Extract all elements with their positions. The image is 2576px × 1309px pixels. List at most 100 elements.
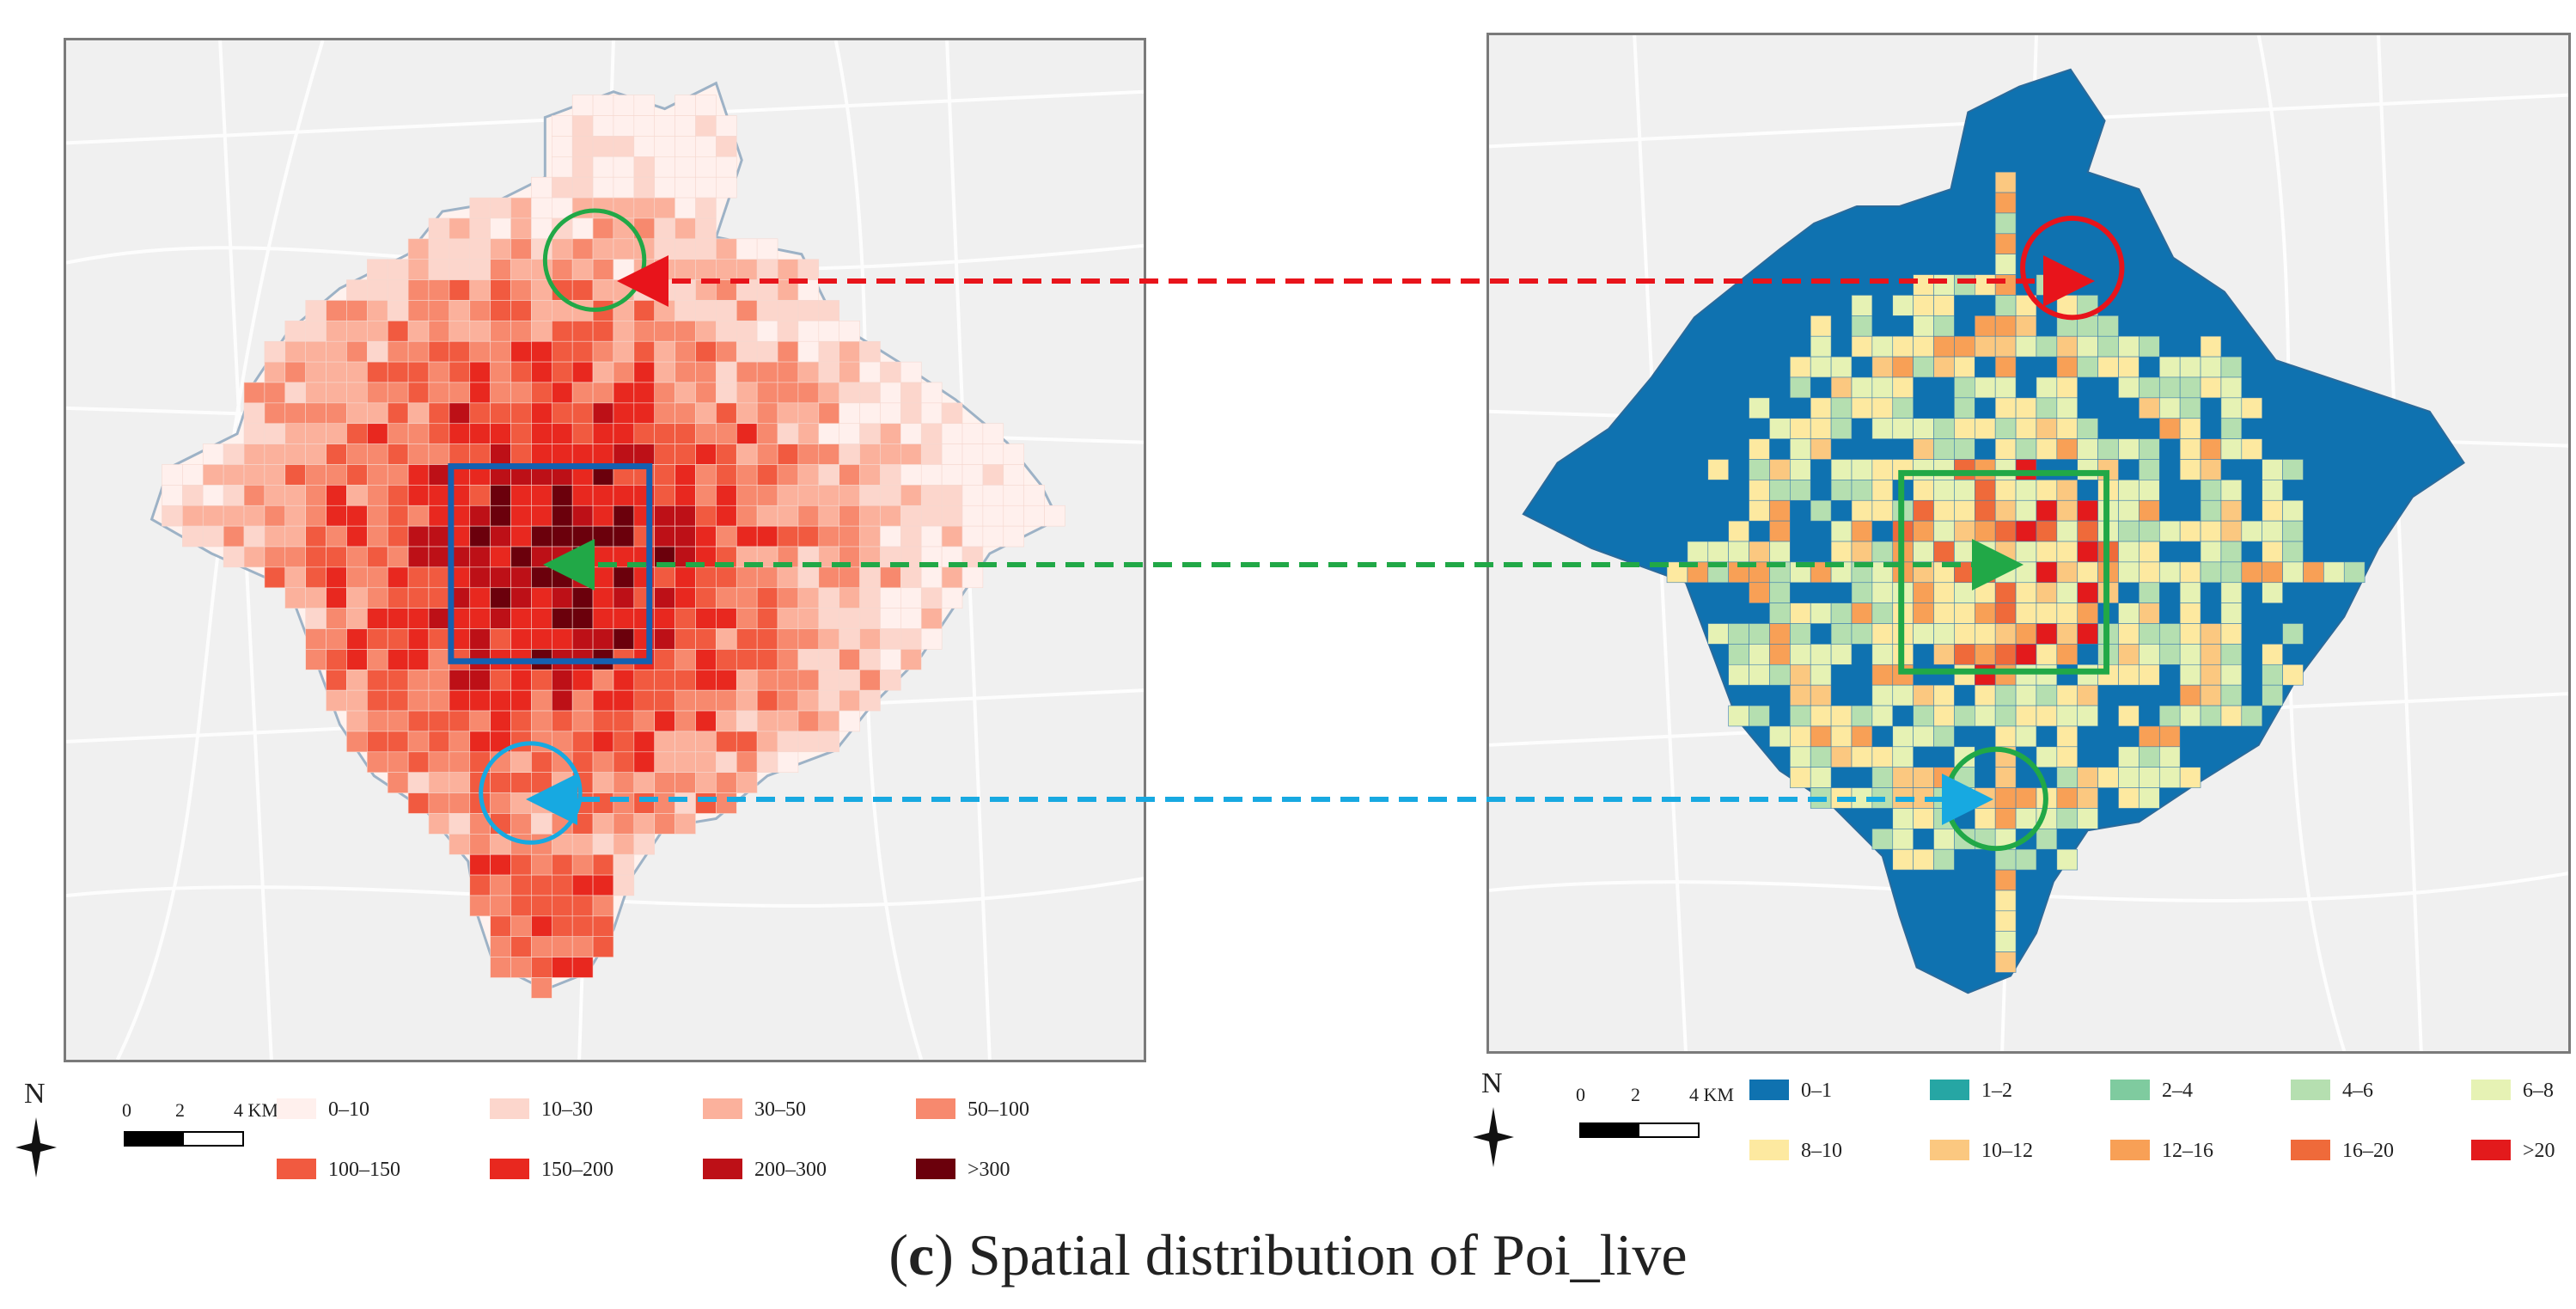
grid-cell [920,505,943,527]
grid-cell [531,176,552,199]
grid-cell [2077,459,2098,480]
grid-cell [2077,603,2098,624]
grid-cell [2179,623,2201,645]
grid-cell [510,505,532,527]
grid-cell [633,669,656,691]
grid-cell [2056,623,2079,645]
grid-cell [305,402,327,425]
grid-cell [920,628,943,650]
grid-cell [2139,480,2160,501]
grid-cell [1851,603,1873,624]
grid-cell [818,423,839,444]
grid-cell [326,382,347,404]
grid-cell [777,689,799,712]
caption-text: Spatial distribution of Poi_live [953,1222,1688,1288]
grid-cell [2200,356,2222,378]
grid-cell [531,628,552,650]
grid-cell [900,485,922,506]
grid-cell [592,176,614,199]
grid-cell [305,485,327,506]
grid-cell [531,669,552,691]
grid-cell [613,689,635,712]
grid-cell [1810,397,1832,419]
grid-cell [1994,499,2017,522]
grid-cell [531,525,552,547]
grid-cell [367,710,388,732]
grid-cell [1913,418,1934,439]
grid-cell [818,382,839,404]
grid-cell [1994,274,2017,296]
grid-cell [675,156,696,178]
grid-cell [1913,520,1934,542]
grid-cell [695,115,717,137]
right-legend-item-swatch [2110,1080,2150,1100]
grid-cell [613,853,635,876]
grid-cell [654,772,675,793]
grid-cell [900,443,922,465]
right-legend-item-label: 16–20 [2342,1140,2394,1162]
grid-cell [326,669,347,691]
grid-cell [367,608,388,629]
grid-cell [531,751,552,773]
grid-cell [490,566,511,589]
grid-cell [182,485,204,506]
grid-cell [716,176,737,199]
grid-cell [326,443,347,465]
grid-cell [695,505,717,527]
grid-cell [736,259,758,280]
grid-cell [571,628,594,650]
grid-cell [736,321,758,342]
grid-cell [243,443,266,465]
grid-cell [1707,623,1729,645]
grid-cell [387,628,409,650]
grid-cell [1851,705,1873,727]
grid-cell [346,423,368,444]
right-legend-item-swatch [1930,1140,1969,1160]
grid-cell [920,423,943,444]
grid-cell [2262,664,2283,686]
grid-cell [2077,499,2098,522]
figure-caption: (c) Spatial distribution of Poi_live [0,1220,2576,1289]
grid-cell [387,649,409,670]
grid-cell [654,689,675,712]
grid-cell [1769,520,1791,542]
grid-cell [716,115,737,137]
grid-cell [1769,541,1791,563]
grid-cell [326,649,347,670]
grid-cell [592,321,614,342]
grid-cell [2036,541,2058,563]
grid-cell [407,423,430,444]
grid-cell [2118,787,2140,809]
grid-cell [1954,541,1975,563]
grid-cell [346,525,368,547]
grid-cell [2200,684,2222,706]
grid-cell [613,834,635,855]
grid-cell [2036,376,2058,399]
grid-cell [695,423,717,444]
grid-cell [490,936,511,957]
grid-cell [490,853,511,876]
grid-cell [941,587,963,609]
grid-cell [756,689,778,712]
grid-cell [531,361,552,383]
left-legend-item-swatch [703,1159,742,1179]
grid-cell [592,402,614,425]
grid-cell [1023,505,1045,527]
grid-cell [1954,356,1975,378]
grid-cell [859,546,881,568]
right-legend-item-swatch [2291,1140,2330,1160]
right-legend-item-swatch [1930,1080,1969,1100]
grid-cell [1790,746,1811,768]
grid-cell [1975,335,1996,358]
grid-cell [284,485,306,506]
grid-cell [1933,499,1955,522]
grid-cell [551,176,573,199]
grid-cell [1810,356,1832,378]
grid-cell [982,423,1004,444]
grid-cell [449,217,471,240]
grid-cell [531,689,552,712]
grid-cell [675,628,696,650]
grid-cell [839,464,860,486]
grid-cell [592,853,614,876]
grid-cell [428,300,450,321]
